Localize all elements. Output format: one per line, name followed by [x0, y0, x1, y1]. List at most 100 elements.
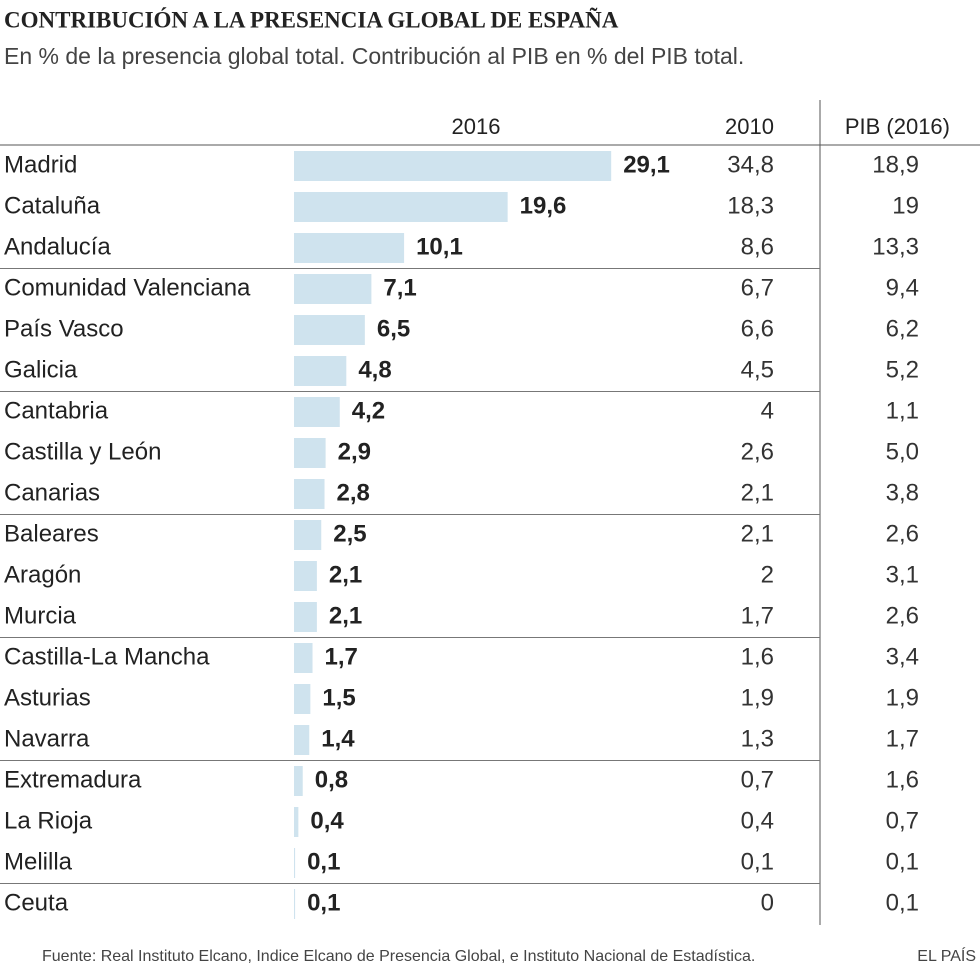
- bar-label: 2,5: [333, 520, 366, 547]
- cell-pib: 9,4: [886, 274, 919, 301]
- bar-label: 6,5: [377, 315, 410, 342]
- cell-pib: 13,3: [872, 233, 919, 260]
- bar-label: 2,9: [338, 438, 371, 465]
- row-name: Murcia: [4, 602, 77, 629]
- bar: [294, 274, 372, 304]
- cell-2010: 0,7: [741, 766, 774, 793]
- bar: [294, 520, 322, 550]
- row-name: Navarra: [4, 725, 90, 752]
- bar: [294, 192, 508, 222]
- row-name: Canarias: [4, 479, 100, 506]
- bar: [294, 684, 311, 714]
- row-name: Aragón: [4, 561, 81, 588]
- cell-2010: 2,1: [741, 479, 774, 506]
- bar: [294, 889, 296, 919]
- cell-2010: 2,6: [741, 438, 774, 465]
- cell-2010: 1,3: [741, 725, 774, 752]
- row-name: La Rioja: [4, 807, 93, 834]
- cell-pib: 6,2: [886, 315, 919, 342]
- cell-pib: 1,9: [886, 684, 919, 711]
- cell-pib: 1,6: [886, 766, 919, 793]
- row-name: Cataluña: [4, 192, 101, 219]
- header: PIB (2016): [845, 114, 950, 139]
- bar-label: 29,1: [623, 151, 670, 178]
- cell-2010: 6,6: [741, 315, 774, 342]
- cell-pib: 3,8: [886, 479, 919, 506]
- bar-label: 0,8: [315, 766, 348, 793]
- header: 2010: [725, 114, 774, 139]
- cell-2010: 0: [761, 889, 774, 916]
- title: CONTRIBUCIÓN A LA PRESENCIA GLOBAL DE ES…: [4, 6, 619, 32]
- cell-pib: 3,4: [886, 643, 919, 670]
- row-name: Castilla-La Mancha: [4, 643, 210, 670]
- source: Fuente: Real Instituto Elcano, Indice El…: [42, 948, 755, 965]
- header: 2016: [452, 114, 501, 139]
- row-name: Galicia: [4, 356, 78, 383]
- cell-2010: 2: [761, 561, 774, 588]
- cell-pib: 3,1: [886, 561, 919, 588]
- cell-2010: 0,1: [741, 848, 774, 875]
- cell-pib: 2,6: [886, 520, 919, 547]
- bar-label: 19,6: [520, 192, 567, 219]
- bar-label: 4,8: [358, 356, 391, 383]
- cell-2010: 1,7: [741, 602, 774, 629]
- cell-pib: 5,2: [886, 356, 919, 383]
- subtitle: En % de la presencia global total. Contr…: [4, 43, 744, 69]
- bar: [294, 438, 326, 468]
- cell-2010: 18,3: [727, 192, 774, 219]
- bar: [294, 602, 317, 632]
- row-name: Extremadura: [4, 766, 142, 793]
- bar-label: 4,2: [352, 397, 385, 424]
- cell-pib: 0,1: [886, 848, 919, 875]
- bar-label: 1,5: [322, 684, 355, 711]
- bar: [294, 848, 296, 878]
- cell-pib: 0,1: [886, 889, 919, 916]
- cell-2010: 8,6: [741, 233, 774, 260]
- bar: [294, 151, 612, 181]
- bar-label: 2,8: [337, 479, 370, 506]
- bar-label: 2,1: [329, 561, 362, 588]
- row-name: Baleares: [4, 520, 99, 547]
- row-name: Cantabria: [4, 397, 109, 424]
- cell-2010: 4,5: [741, 356, 774, 383]
- row-name: Ceuta: [4, 889, 69, 916]
- cell-2010: 1,6: [741, 643, 774, 670]
- bar-label: 1,4: [321, 725, 355, 752]
- bar-label: 10,1: [416, 233, 463, 260]
- cell-pib: 1,1: [886, 397, 919, 424]
- cell-pib: 0,7: [886, 807, 919, 834]
- bar-label: 7,1: [383, 274, 416, 301]
- bar: [294, 807, 299, 837]
- cell-2010: 4: [761, 397, 774, 424]
- row-name: Madrid: [4, 151, 77, 178]
- bar: [294, 356, 347, 386]
- row-name: Andalucía: [4, 233, 111, 260]
- brand: EL PAÍS: [917, 946, 976, 965]
- cell-pib: 18,9: [872, 151, 919, 178]
- cell-pib: 1,7: [886, 725, 919, 752]
- bar: [294, 479, 325, 509]
- bar: [294, 643, 313, 673]
- row-name: País Vasco: [4, 315, 124, 342]
- row-name: Comunidad Valenciana: [4, 274, 251, 301]
- cell-pib: 2,6: [886, 602, 919, 629]
- bar-label: 0,1: [307, 848, 340, 875]
- bar: [294, 725, 310, 755]
- bar: [294, 561, 317, 591]
- bar: [294, 397, 340, 427]
- cell-2010: 1,9: [741, 684, 774, 711]
- row-name: Castilla y León: [4, 438, 161, 465]
- cell-2010: 2,1: [741, 520, 774, 547]
- bar-label: 0,4: [310, 807, 344, 834]
- cell-pib: 5,0: [886, 438, 919, 465]
- bar: [294, 233, 405, 263]
- bar: [294, 766, 303, 796]
- cell-2010: 0,4: [741, 807, 774, 834]
- bar-label: 0,1: [307, 889, 340, 916]
- bar: [294, 315, 365, 345]
- cell-pib: 19: [892, 192, 919, 219]
- bar-label: 1,7: [325, 643, 358, 670]
- row-name: Asturias: [4, 684, 91, 711]
